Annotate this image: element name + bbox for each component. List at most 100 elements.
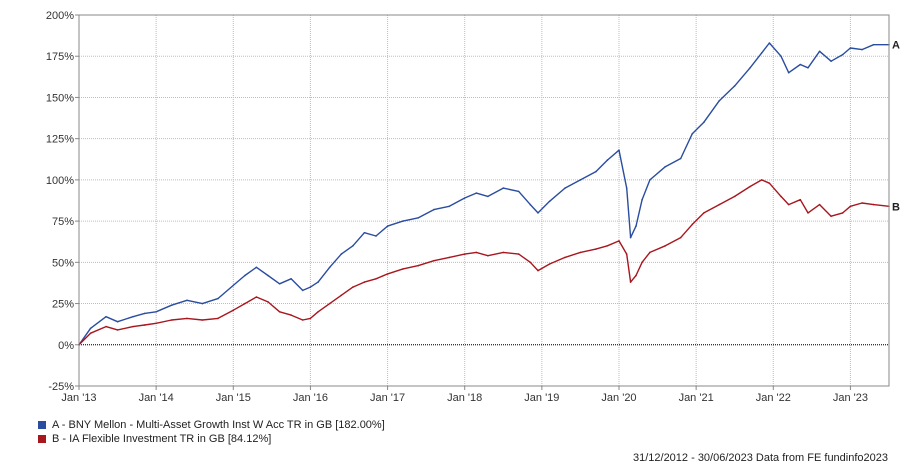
- data-point-b: [760, 179, 763, 181]
- data-point-b: [170, 319, 173, 321]
- series-lines: AB: [78, 40, 900, 346]
- data-point-b: [116, 329, 119, 331]
- x-tick-label: Jan '13: [61, 392, 96, 404]
- y-tick-label: 75%: [52, 216, 74, 228]
- data-point-a: [649, 179, 651, 181]
- data-point-b: [105, 325, 107, 328]
- data-point-a: [402, 220, 404, 222]
- data-point-a: [529, 203, 532, 206]
- data-point-a: [301, 289, 304, 292]
- data-point-a: [733, 85, 736, 87]
- data-point-b: [618, 240, 620, 242]
- data-point-a: [537, 212, 539, 214]
- data-point-b: [448, 256, 451, 259]
- data-point-b: [417, 264, 420, 267]
- data-point-a: [116, 320, 119, 323]
- data-point-a: [244, 274, 246, 277]
- legend-label-a: A - BNY Mellon - Multi-Asset Growth Inst…: [52, 419, 385, 431]
- data-point-a: [780, 55, 782, 57]
- data-point-a: [487, 195, 489, 198]
- data-point-b: [718, 203, 721, 206]
- y-tick-label: 200%: [46, 10, 74, 22]
- y-tick-label: 50%: [52, 257, 74, 269]
- data-point-b: [629, 281, 632, 283]
- data-point-a: [132, 315, 134, 318]
- data-point-a: [309, 286, 312, 288]
- legend-label-b: B - IA Flexible Investment TR in GB [84.…: [52, 433, 272, 445]
- data-point-b: [807, 212, 809, 214]
- data-point-a: [749, 67, 751, 69]
- data-point-a: [872, 43, 875, 46]
- data-point-b: [595, 248, 597, 250]
- data-point-a: [629, 236, 632, 239]
- data-point-a: [502, 187, 505, 189]
- data-point-b: [186, 317, 188, 320]
- series-line-b: [78, 179, 890, 346]
- data-point-b: [749, 185, 751, 188]
- x-tick-label: Jan '15: [216, 392, 251, 404]
- data-point-a: [105, 315, 107, 318]
- data-point-a: [625, 187, 628, 189]
- data-point-b: [606, 245, 609, 247]
- data-point-b: [363, 281, 366, 283]
- data-point-b: [475, 251, 478, 254]
- data-point-a: [807, 67, 809, 69]
- data-point-a: [664, 165, 667, 168]
- data-point-b: [89, 332, 92, 335]
- data-point-a: [328, 266, 331, 269]
- series-end-label-a: A: [892, 40, 900, 52]
- data-point-b: [830, 215, 832, 217]
- x-tick-label: Jan '23: [833, 392, 868, 404]
- data-point-a: [818, 50, 821, 53]
- data-point-b: [244, 302, 246, 305]
- x-tick-label: Jan '21: [679, 392, 714, 404]
- data-point-a: [718, 99, 721, 102]
- data-point-a: [564, 187, 566, 189]
- data-point-b: [679, 236, 682, 239]
- y-tick-label: 25%: [52, 299, 74, 311]
- data-point-a: [679, 157, 682, 160]
- x-tick-label: Jan '14: [139, 392, 174, 404]
- x-axis: Jan '13 Jan '14 Jan '15 Jan '16 Jan '17 Jan '…: [61, 386, 868, 404]
- data-point-a: [703, 121, 705, 123]
- data-point-b: [579, 251, 582, 254]
- x-tick-label: Jan '16: [293, 392, 328, 404]
- data-point-a: [363, 231, 366, 234]
- data-point-a: [517, 190, 520, 193]
- data-point-b: [537, 269, 539, 272]
- data-point-a: [89, 327, 92, 330]
- y-tick-label: -25%: [48, 381, 74, 393]
- data-point-b: [278, 311, 281, 313]
- data-point-b: [641, 261, 643, 264]
- data-point-b: [703, 212, 705, 214]
- y-tick-label: 125%: [46, 134, 74, 146]
- data-point-b: [564, 256, 566, 259]
- data-point-a: [548, 200, 551, 203]
- data-point-b: [290, 314, 292, 316]
- data-point-a: [463, 197, 466, 199]
- data-point-a: [799, 63, 802, 66]
- data-point-b: [787, 203, 790, 206]
- data-point-b: [780, 195, 782, 198]
- data-point-b: [201, 319, 204, 321]
- data-point-b: [267, 301, 269, 303]
- data-point-a: [217, 297, 219, 300]
- data-point-b: [132, 325, 134, 328]
- data-point-b: [517, 253, 520, 255]
- data-point-a: [606, 159, 609, 161]
- data-point-a: [618, 149, 620, 151]
- data-point-a: [340, 253, 343, 255]
- data-point-b: [375, 278, 377, 280]
- data-point-a: [290, 278, 292, 280]
- data-point-b: [232, 309, 235, 312]
- data-point-a: [375, 235, 377, 237]
- data-point-b: [849, 205, 852, 208]
- data-point-a: [143, 312, 146, 315]
- x-tick-label: Jan '22: [756, 392, 791, 404]
- data-point-a: [768, 42, 771, 44]
- data-point-b: [433, 259, 435, 262]
- series-line-a: [78, 42, 889, 346]
- legend-item-a: A - BNY Mellon - Multi-Asset Growth Inst…: [38, 418, 385, 432]
- data-point-b: [649, 251, 651, 254]
- data-point-a: [417, 217, 420, 219]
